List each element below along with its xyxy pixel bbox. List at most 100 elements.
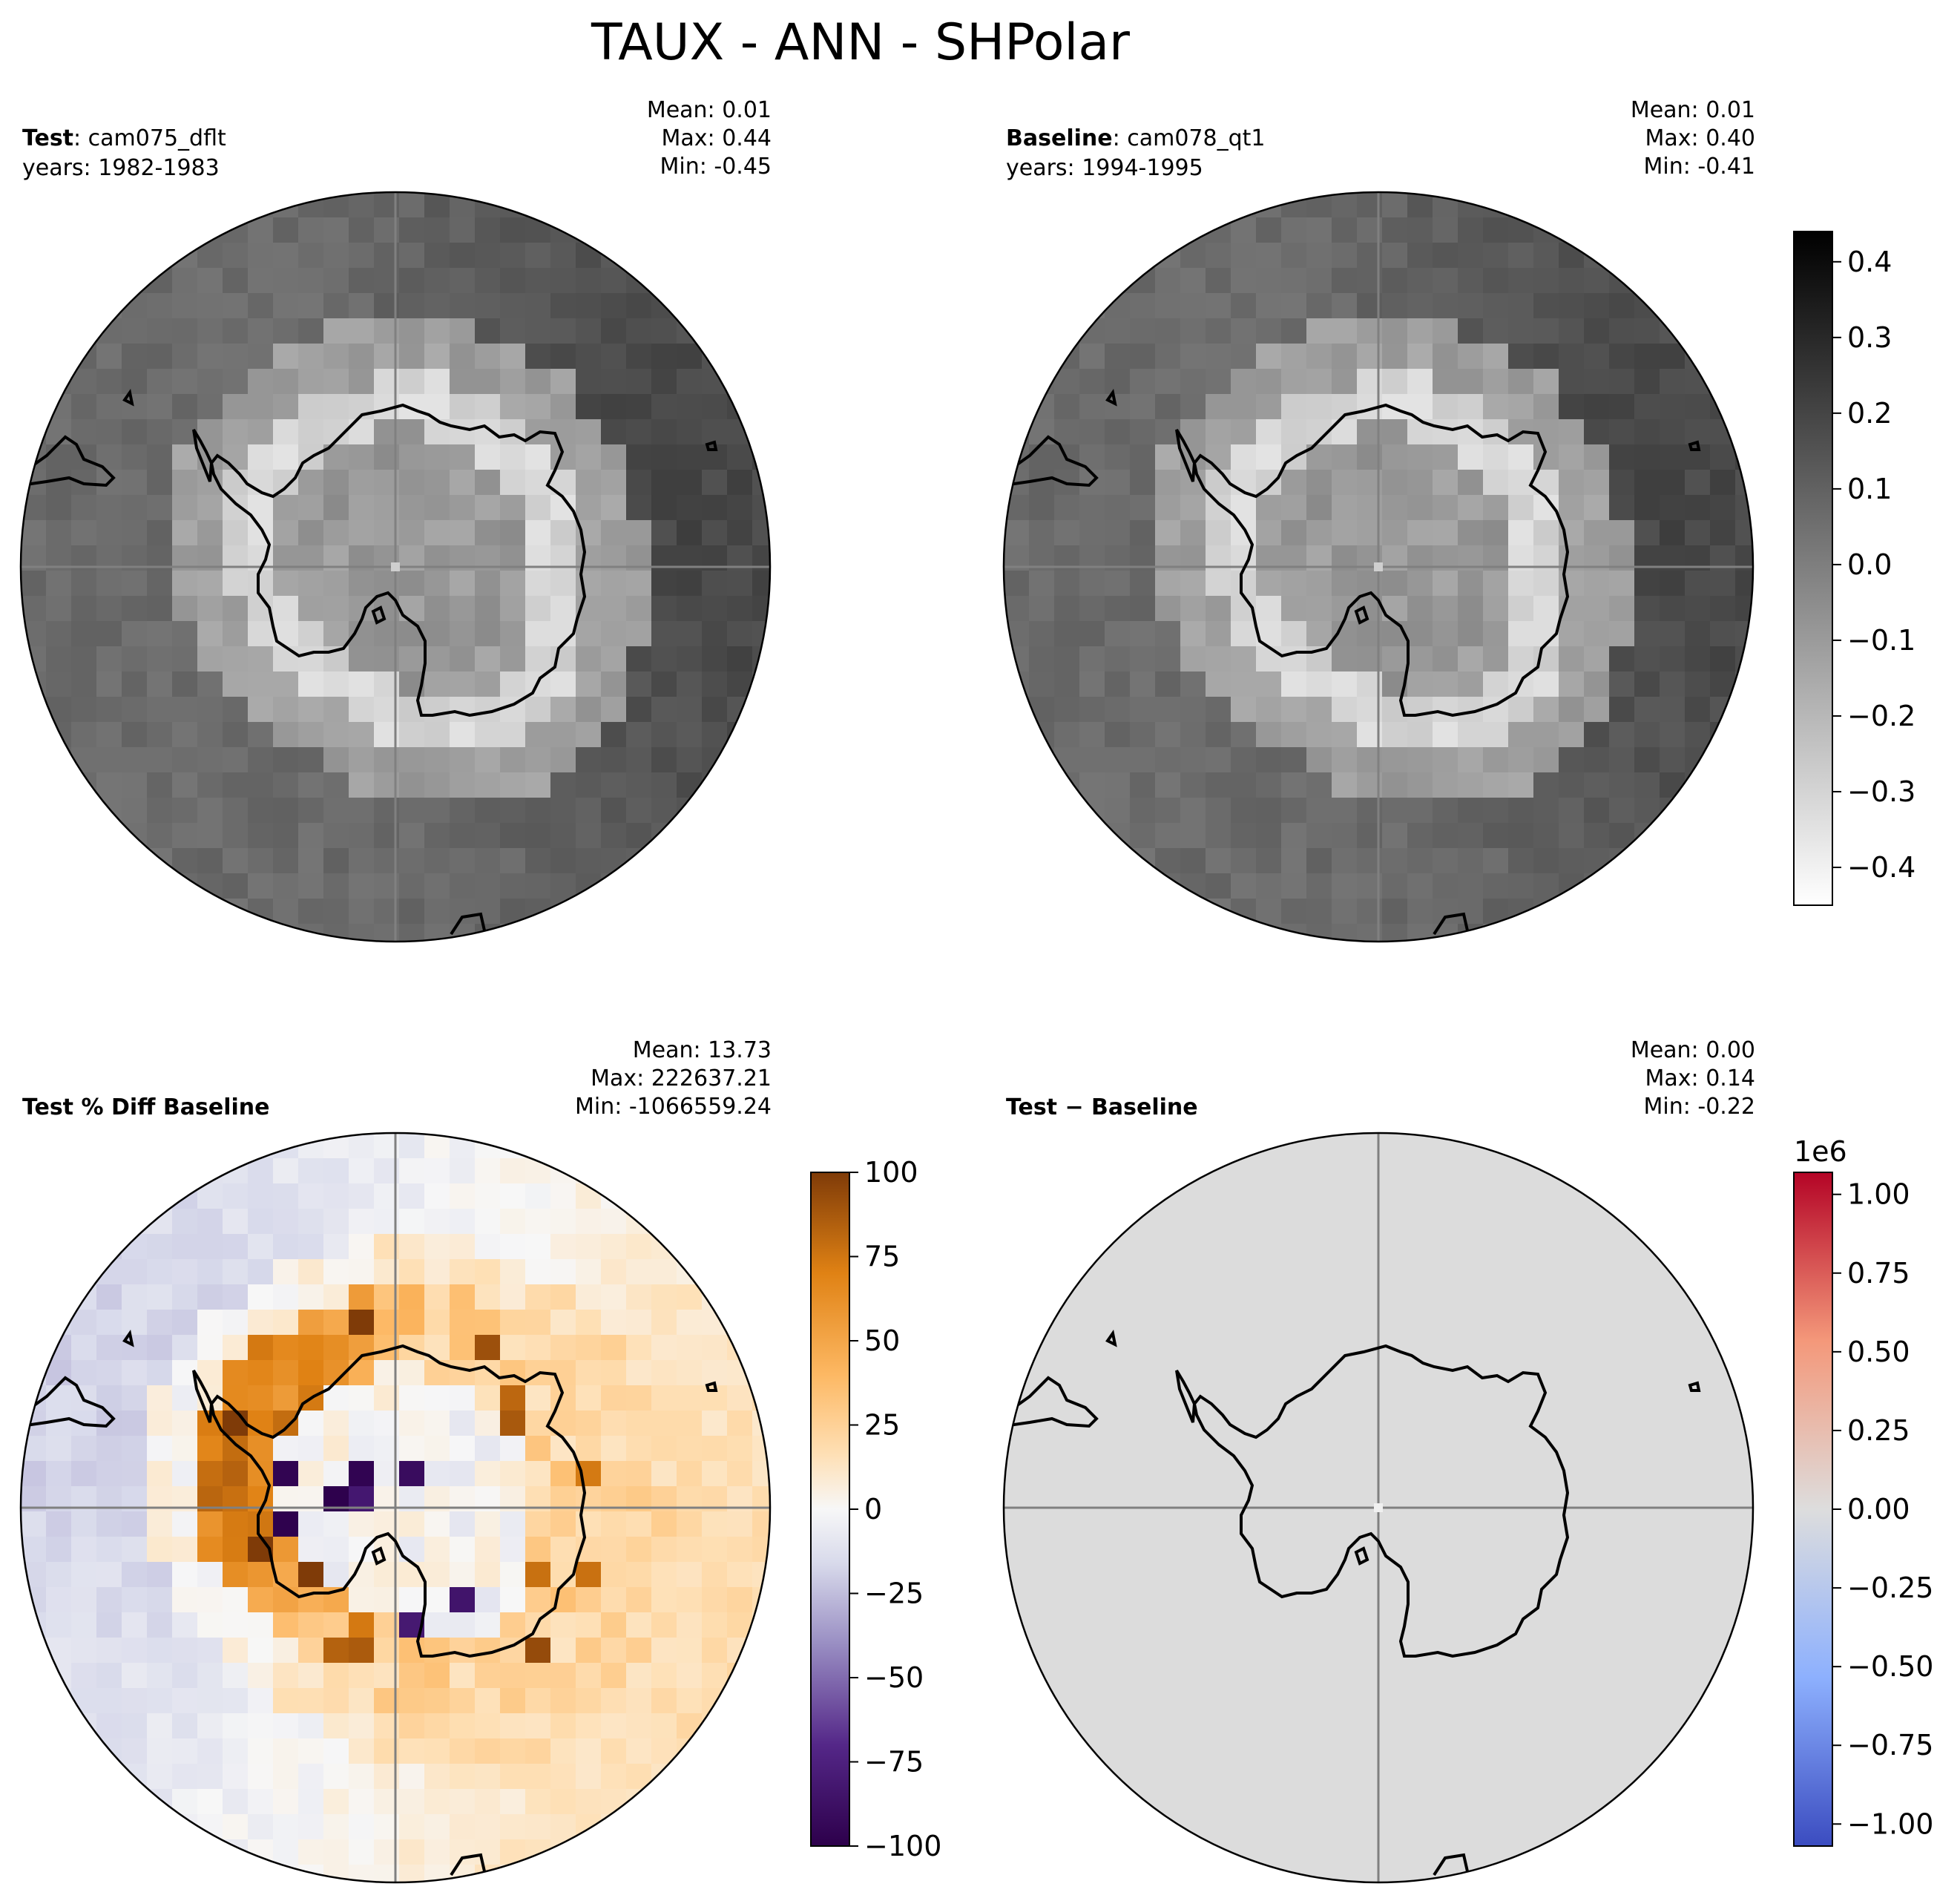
field-cell: [1634, 318, 1660, 344]
field-cell: [1407, 444, 1433, 470]
field-cell: [1079, 621, 1105, 647]
field-cell: [752, 470, 770, 496]
field-cell: [349, 949, 375, 975]
field-cell: [677, 318, 703, 344]
field-cell: [1407, 798, 1433, 824]
field-cell: [399, 1814, 425, 1840]
field-cell: [702, 1612, 728, 1638]
field-cell: [1407, 571, 1433, 597]
field-cell: [223, 520, 249, 546]
field-cell: [550, 1335, 576, 1361]
field-cell: [323, 1890, 349, 1898]
field-cell: [71, 1587, 97, 1613]
field-cell: [626, 369, 652, 395]
field-cell: [1634, 671, 1660, 697]
field-cell: [96, 495, 122, 521]
field-cell: [298, 1814, 324, 1840]
colorbar-top: 0.40.30.20.10.0−0.1−0.2−0.3−0.4: [1793, 231, 1915, 906]
field-cell: [500, 243, 526, 269]
field-cell: [46, 1335, 72, 1361]
field-cell: [450, 470, 476, 496]
field-cell: [1256, 369, 1282, 395]
field-cell: [777, 1562, 803, 1588]
field-cell: [1533, 596, 1559, 622]
field-cell: [1584, 621, 1610, 647]
field-cell: [1206, 394, 1231, 420]
field-cell: [298, 1183, 324, 1209]
field-cell: [550, 1234, 576, 1260]
field-cell: [1332, 646, 1358, 672]
field-cell: [399, 949, 425, 975]
field-cell: [399, 1764, 425, 1790]
field-cell: [172, 444, 198, 470]
field-cell: [96, 318, 122, 344]
field-cell: [1710, 697, 1736, 723]
field-cell: [677, 646, 703, 672]
field-cell: [298, 1839, 324, 1865]
field-cell: [677, 1537, 703, 1563]
field-cell: [1332, 217, 1358, 243]
field-cell: [475, 1612, 501, 1638]
field-cell: [475, 1713, 501, 1739]
field-cell: [349, 520, 375, 546]
field-cell: [1206, 470, 1231, 496]
field-cell: [71, 394, 97, 420]
field-cell: [1685, 495, 1711, 521]
field-cell: [576, 1284, 602, 1310]
field-cell: [576, 1335, 602, 1361]
field-cell: [450, 1385, 476, 1411]
field-cell: [677, 1511, 703, 1537]
panel-diff-antarctica-coast: [1192, 1344, 1570, 1658]
field-cell: [1256, 697, 1282, 723]
field-cell: [323, 571, 349, 597]
field-cell: [1130, 621, 1156, 647]
field-cell: [273, 1789, 299, 1815]
field-cell: [147, 1335, 173, 1361]
field-cell: [1029, 571, 1055, 597]
field-cell: [1559, 318, 1585, 344]
field-cell: [1281, 798, 1307, 824]
panel-test-south-america-coast: [21, 435, 116, 487]
field-cell: [46, 621, 72, 647]
field-cell: [601, 1789, 627, 1815]
field-cell: [500, 848, 526, 874]
field-cell: [197, 1511, 223, 1537]
field-cell: [1508, 697, 1534, 723]
field-cell: [1584, 671, 1610, 697]
field-cell: [1281, 344, 1307, 370]
field-cell: [576, 1209, 602, 1235]
field-cell: [248, 1209, 274, 1235]
field-cell: [677, 369, 703, 395]
field-cell: [197, 1713, 223, 1739]
field-cell: [1306, 772, 1332, 798]
field-cell: [1433, 293, 1459, 319]
field-cell: [46, 671, 72, 697]
field-cell: [727, 1411, 753, 1436]
field-cell: [197, 1562, 223, 1588]
field-cell: [626, 722, 652, 748]
field-cell: [601, 848, 627, 874]
field-cell: [1584, 369, 1610, 395]
field-cell: [1054, 697, 1080, 723]
field-cell: [651, 1259, 677, 1285]
field-cell: [349, 1612, 375, 1638]
field-cell: [500, 924, 526, 942]
field-cell: [1559, 772, 1585, 798]
field-cell: [96, 1360, 122, 1386]
field-cell: [576, 293, 602, 319]
field-cell: [399, 369, 425, 395]
field-cell: [1231, 772, 1257, 798]
field-cell: [450, 1259, 476, 1285]
field-cell: [500, 1335, 526, 1361]
field-cell: [601, 1688, 627, 1714]
field-cell: [651, 1209, 677, 1235]
field-cell: [349, 671, 375, 697]
field-cell: [399, 1183, 425, 1209]
field-cell: [172, 1663, 198, 1689]
field-cell: [273, 470, 299, 496]
field-cell: [349, 1562, 375, 1588]
field-cell: [1609, 621, 1635, 647]
field-cell: [651, 646, 677, 672]
field-cell: [601, 596, 627, 622]
panel-diff-label-bold: Test − Baseline: [1006, 1094, 1198, 1120]
